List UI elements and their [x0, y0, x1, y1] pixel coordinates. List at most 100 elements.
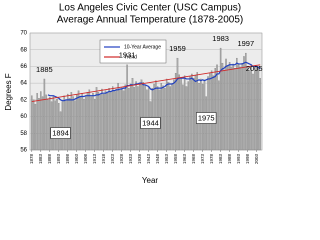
bar	[137, 86, 139, 151]
bar	[45, 94, 47, 151]
y-axis-title: Degrees F	[4, 73, 13, 110]
y-tick-label: 58	[20, 131, 27, 137]
bar	[36, 93, 38, 151]
x-tick-label: 1918	[101, 154, 106, 165]
bar	[218, 80, 220, 151]
annotation: 1894	[52, 129, 69, 138]
bar	[234, 67, 236, 151]
bar	[246, 66, 249, 151]
bar	[225, 58, 227, 151]
bar	[183, 75, 186, 151]
bar	[47, 99, 49, 151]
bar	[43, 78, 46, 151]
x-tick-label: 1993	[236, 154, 241, 165]
bar	[49, 97, 51, 151]
bar	[119, 89, 121, 151]
bar	[86, 92, 89, 151]
x-tick-label: 1973	[200, 154, 205, 165]
bar	[209, 73, 211, 151]
bar	[187, 81, 189, 151]
bar	[54, 100, 56, 151]
bar	[72, 96, 74, 151]
bar	[111, 86, 114, 151]
bar	[108, 88, 110, 151]
bar	[165, 78, 168, 151]
x-tick-label: 1878	[29, 154, 34, 165]
bar	[122, 90, 125, 151]
bar	[248, 71, 251, 151]
bar	[171, 83, 173, 151]
bar	[167, 82, 170, 151]
bar	[97, 92, 100, 151]
bar	[140, 79, 143, 151]
bar	[94, 98, 96, 151]
bar	[196, 72, 198, 151]
bar	[41, 96, 44, 151]
legend-label: Trend	[124, 54, 137, 60]
bar	[77, 90, 80, 151]
bar	[153, 83, 155, 151]
x-tick-label: 1963	[182, 154, 187, 165]
bar	[164, 88, 166, 151]
bar	[227, 65, 229, 151]
x-tick-label: 1998	[245, 154, 250, 165]
y-tick-label: 56	[20, 148, 27, 154]
y-tick-label: 60	[20, 114, 27, 120]
legend-label: 10-Year Average	[124, 44, 161, 50]
bar	[210, 70, 213, 151]
bar	[115, 88, 118, 151]
x-tick-label: 1983	[218, 154, 223, 165]
bar	[237, 64, 240, 151]
bar	[191, 73, 193, 151]
annotation: 2005	[246, 64, 263, 73]
bar	[103, 93, 105, 151]
bar	[126, 64, 128, 151]
annotation: 1885	[36, 65, 53, 74]
x-tick-label: 1943	[146, 154, 151, 165]
bar	[101, 88, 103, 151]
bar	[32, 99, 35, 151]
bar	[63, 95, 65, 151]
bar	[67, 93, 69, 151]
annotation: 1931	[119, 51, 136, 60]
x-tick-label: 1948	[155, 154, 160, 165]
bar	[74, 100, 76, 151]
chart: Los Angeles Civic Center (USC Campus) Av…	[4, 3, 263, 185]
y-tick-label: 70	[20, 31, 27, 37]
bar	[155, 80, 157, 151]
bar	[254, 70, 256, 151]
x-tick-label: 1953	[164, 154, 169, 165]
x-tick-label: 1928	[119, 154, 124, 165]
bar	[243, 56, 245, 151]
bar	[214, 67, 216, 151]
x-tick-label: 1988	[227, 154, 232, 165]
bar	[178, 74, 181, 151]
bar	[52, 95, 55, 151]
bar	[40, 91, 42, 151]
bar	[70, 92, 73, 151]
bar	[182, 84, 184, 151]
x-tick-label: 1933	[128, 154, 133, 165]
bar	[31, 95, 33, 151]
bar	[257, 67, 260, 151]
bar	[245, 52, 247, 151]
bar	[255, 66, 258, 151]
bar	[176, 57, 179, 151]
x-tick-label: 1938	[137, 154, 142, 165]
x-tick-label: 1923	[110, 154, 115, 165]
bar	[58, 103, 60, 151]
bar	[85, 95, 87, 151]
x-tick-label: 1968	[191, 154, 196, 165]
bar	[110, 92, 112, 151]
y-tick-label: 66	[20, 64, 27, 70]
bar	[252, 73, 254, 151]
bar	[189, 76, 191, 151]
bar	[81, 93, 83, 151]
bar	[192, 78, 195, 151]
annotation-box	[196, 112, 217, 124]
bar	[135, 81, 137, 151]
y-tick-label: 62	[20, 97, 27, 103]
annotation: 1983	[212, 34, 229, 43]
bar	[250, 64, 252, 151]
x-tick-label: 1978	[209, 154, 214, 165]
